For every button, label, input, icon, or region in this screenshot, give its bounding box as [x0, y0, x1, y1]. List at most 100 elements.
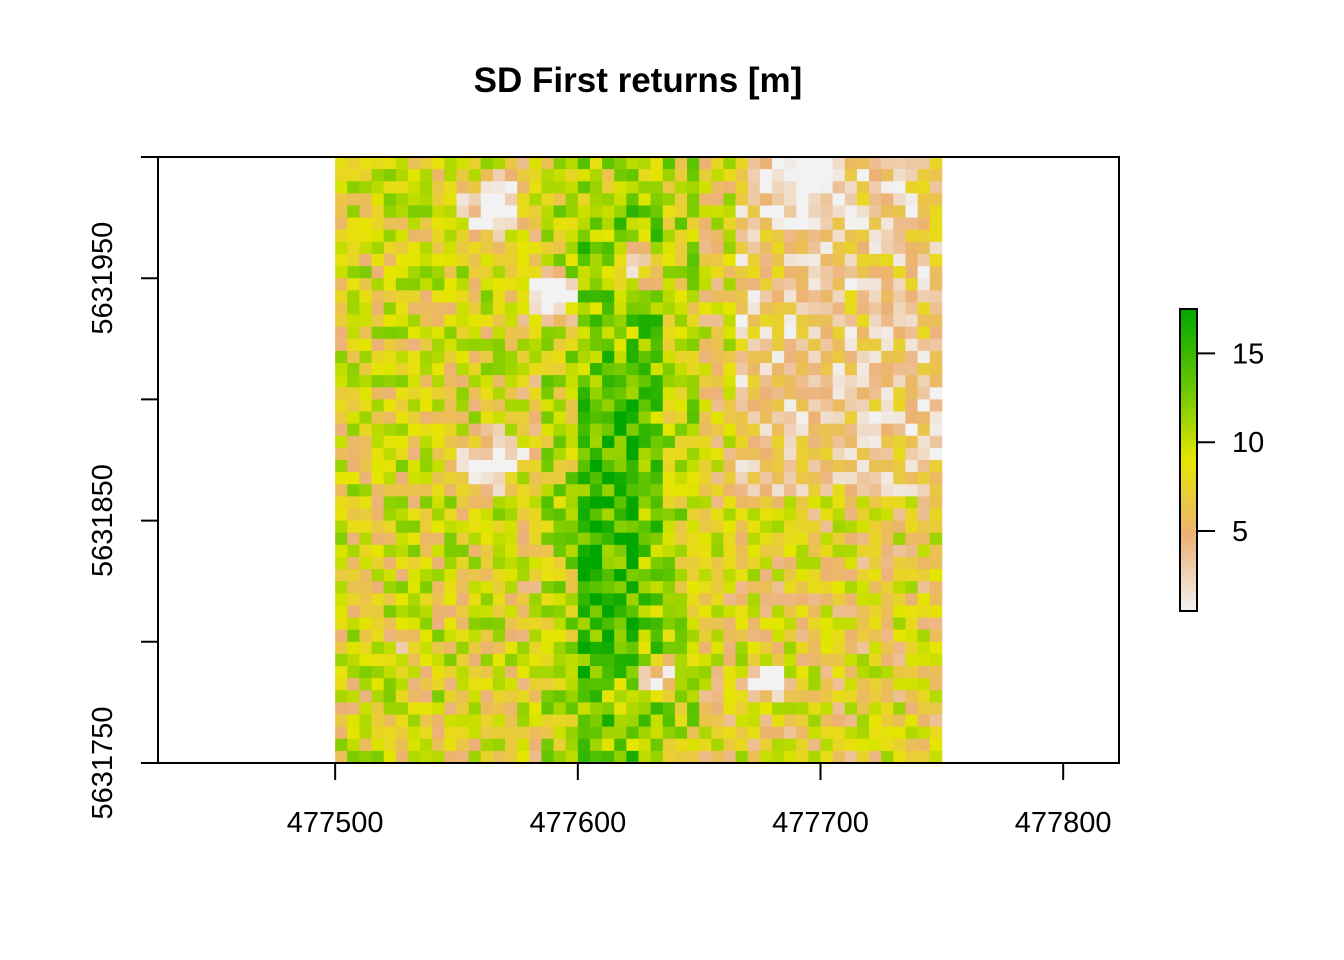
raster-cell	[553, 472, 567, 485]
raster-cell	[893, 460, 906, 473]
raster-cell	[420, 593, 433, 606]
raster-cell	[796, 302, 809, 315]
raster-cell	[820, 690, 834, 703]
raster-cell	[565, 484, 579, 497]
raster-cell	[832, 314, 846, 328]
raster-cell	[856, 532, 870, 546]
raster-cell	[747, 229, 761, 243]
raster-cell	[589, 556, 603, 570]
raster-cell	[759, 447, 773, 461]
raster-cell	[359, 253, 372, 267]
raster-cell	[480, 266, 494, 279]
raster-cell	[359, 690, 372, 703]
raster-cell	[444, 629, 457, 643]
raster-cell	[856, 678, 870, 691]
raster-cell	[626, 157, 639, 170]
raster-cell	[383, 544, 397, 558]
raster-cell	[553, 617, 567, 631]
raster-cell	[747, 290, 761, 303]
raster-cell	[796, 629, 809, 643]
raster-cell	[432, 302, 445, 315]
raster-cell	[541, 556, 554, 570]
raster-cell	[771, 278, 785, 291]
raster-cell	[602, 278, 615, 291]
raster-cell	[844, 532, 858, 546]
raster-cell	[662, 472, 676, 485]
raster-cell	[529, 302, 542, 315]
raster-cell	[650, 593, 664, 606]
raster-cell	[541, 290, 554, 303]
raster-cell	[917, 375, 931, 388]
raster-cell	[589, 581, 603, 594]
raster-cell	[747, 653, 761, 667]
raster-cell	[856, 169, 870, 182]
raster-cell	[929, 338, 943, 352]
raster-cell	[699, 593, 712, 606]
raster-cell	[832, 496, 846, 509]
raster-cell	[808, 714, 821, 728]
raster-cell	[541, 157, 554, 170]
raster-cell	[614, 229, 627, 243]
raster-cell	[784, 617, 797, 631]
raster-cell	[711, 629, 724, 643]
raster-cell	[492, 253, 506, 267]
raster-cell	[383, 581, 397, 594]
raster-cell	[577, 302, 591, 315]
raster-cell	[589, 290, 603, 303]
raster-cell	[881, 387, 894, 400]
raster-cell	[335, 363, 348, 376]
raster-cell	[553, 387, 567, 400]
raster-cell	[820, 472, 834, 485]
raster-cell	[638, 326, 652, 340]
raster-cell	[371, 569, 385, 582]
raster-cell	[626, 253, 639, 267]
raster-cell	[881, 641, 894, 655]
raster-cell	[723, 738, 736, 752]
raster-cell	[335, 496, 348, 509]
raster-cell	[832, 738, 846, 752]
raster-cell	[335, 435, 348, 449]
raster-cell	[881, 302, 894, 315]
raster-cell	[359, 241, 372, 255]
raster-cell	[577, 157, 591, 170]
raster-cell	[771, 641, 785, 655]
raster-cell	[371, 423, 385, 437]
raster-cell	[856, 326, 870, 340]
raster-cell	[480, 641, 494, 655]
raster-cell	[589, 423, 603, 437]
raster-cell	[517, 605, 530, 618]
raster-cell	[505, 423, 518, 437]
raster-cell	[517, 678, 530, 691]
raster-cell	[796, 666, 809, 679]
raster-cell	[407, 508, 421, 521]
raster-cell	[359, 750, 372, 764]
raster-cell	[808, 678, 821, 691]
raster-cell	[723, 617, 736, 631]
raster-cell	[456, 447, 470, 461]
raster-cell	[468, 253, 482, 267]
raster-cell	[383, 508, 397, 521]
raster-cell	[771, 714, 785, 728]
raster-cell	[335, 750, 348, 764]
raster-cell	[371, 435, 385, 449]
raster-cell	[420, 229, 433, 243]
raster-cell	[589, 641, 603, 655]
raster-cell	[614, 375, 627, 388]
raster-cell	[335, 666, 348, 679]
raster-cell	[784, 472, 797, 485]
raster-cell	[589, 569, 603, 582]
raster-cell	[929, 278, 943, 291]
raster-cell	[699, 423, 712, 437]
raster-cell	[444, 544, 457, 558]
raster-cell	[529, 678, 542, 691]
raster-cell	[796, 326, 809, 340]
raster-cell	[893, 605, 906, 618]
raster-cell	[371, 520, 385, 534]
raster-cell	[759, 605, 773, 618]
raster-cell	[771, 544, 785, 558]
raster-cell	[771, 508, 785, 521]
raster-cell	[662, 702, 676, 715]
raster-cell	[347, 181, 360, 194]
raster-cell	[577, 241, 591, 255]
raster-cell	[407, 435, 421, 449]
